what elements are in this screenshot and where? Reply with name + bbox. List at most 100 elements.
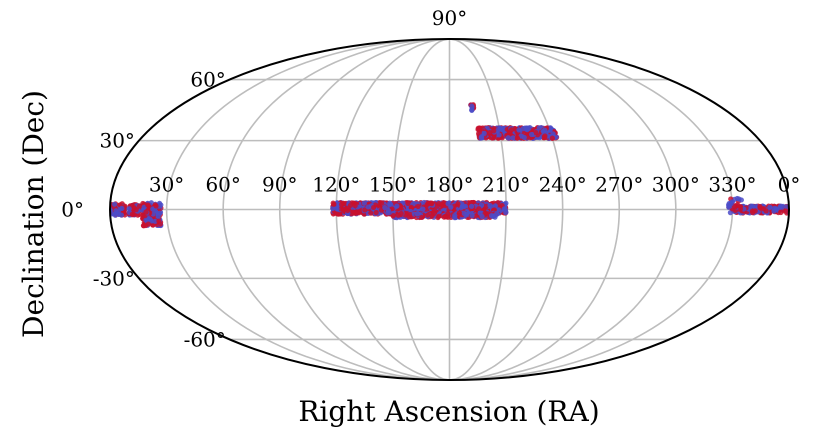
data-point bbox=[448, 204, 454, 210]
y-tick-label: -60° bbox=[184, 327, 226, 351]
data-point bbox=[497, 125, 503, 132]
data-point bbox=[390, 212, 397, 219]
data-point bbox=[394, 203, 400, 209]
data-point bbox=[350, 209, 356, 215]
data-point bbox=[414, 211, 420, 217]
data-point bbox=[352, 203, 358, 209]
data-point bbox=[140, 222, 147, 229]
data-point bbox=[119, 205, 125, 211]
data-point bbox=[503, 200, 509, 206]
x-tick-label: 120° bbox=[312, 173, 360, 197]
data-point bbox=[529, 131, 535, 138]
data-point bbox=[156, 218, 162, 224]
data-point bbox=[145, 202, 151, 208]
x-tick-label: 180° bbox=[425, 173, 473, 197]
data-point bbox=[459, 203, 465, 209]
data-point bbox=[487, 129, 493, 136]
data-point bbox=[526, 125, 532, 132]
y-tick-label: -30° bbox=[93, 266, 135, 290]
data-point bbox=[345, 207, 351, 213]
data-point bbox=[361, 200, 367, 206]
data-point bbox=[461, 210, 467, 217]
data-point bbox=[147, 216, 153, 222]
data-point bbox=[330, 200, 336, 206]
data-point bbox=[362, 207, 368, 213]
data-point bbox=[385, 208, 392, 214]
y-tick-label: 90° bbox=[432, 6, 467, 30]
data-point bbox=[153, 203, 159, 209]
data-point bbox=[469, 103, 475, 109]
data-point bbox=[748, 203, 754, 209]
data-point bbox=[395, 212, 401, 218]
x-tick-labels: 30° 60° 90° 120° 150° 180° 210° 240° 270° 300° 330… bbox=[149, 173, 801, 197]
data-point bbox=[503, 209, 509, 216]
data-point bbox=[516, 127, 522, 133]
data-point bbox=[445, 214, 451, 220]
data-point bbox=[379, 200, 385, 206]
data-point bbox=[425, 212, 431, 218]
data-point bbox=[420, 206, 426, 212]
data-point bbox=[767, 204, 773, 210]
data-point bbox=[140, 212, 146, 218]
data-point bbox=[155, 213, 161, 220]
x-tick-label: 30° bbox=[149, 173, 184, 197]
y-tick-label: 0° bbox=[61, 198, 84, 222]
x-tick-label: 0° bbox=[778, 173, 801, 197]
data-point bbox=[429, 201, 435, 207]
data-point bbox=[469, 203, 475, 209]
data-point bbox=[398, 204, 404, 210]
data-point bbox=[777, 204, 783, 210]
data-point bbox=[505, 135, 511, 141]
data-point bbox=[129, 211, 135, 217]
data-point bbox=[145, 221, 151, 227]
x-tick-label: 240° bbox=[539, 173, 587, 197]
data-point bbox=[452, 215, 458, 221]
data-point bbox=[436, 213, 442, 219]
data-point bbox=[496, 132, 502, 138]
data-point bbox=[131, 205, 137, 211]
data-point bbox=[488, 213, 495, 219]
data-point bbox=[330, 205, 336, 211]
data-point bbox=[382, 205, 388, 211]
data-point bbox=[542, 127, 548, 133]
data-point bbox=[508, 127, 515, 133]
data-point bbox=[514, 135, 521, 141]
y-tick-label: 60° bbox=[190, 68, 225, 92]
data-point bbox=[334, 210, 340, 216]
x-tick-label: 60° bbox=[205, 173, 240, 197]
data-points bbox=[110, 102, 789, 229]
data-point bbox=[536, 125, 542, 131]
data-point bbox=[469, 212, 475, 218]
x-tick-label: 330° bbox=[708, 173, 756, 197]
data-point bbox=[408, 204, 414, 210]
data-point bbox=[750, 210, 756, 216]
y-tick-label: 30° bbox=[99, 129, 134, 153]
data-point bbox=[373, 209, 379, 216]
y-axis-label: Declination (Dec) bbox=[17, 90, 50, 338]
data-point bbox=[118, 212, 125, 218]
data-point bbox=[429, 212, 435, 219]
data-point bbox=[439, 202, 445, 208]
x-tick-label: 270° bbox=[595, 173, 643, 197]
data-point bbox=[112, 201, 118, 207]
data-point bbox=[371, 204, 377, 211]
data-point bbox=[736, 196, 742, 202]
data-point bbox=[338, 201, 345, 208]
data-point bbox=[445, 201, 451, 207]
data-point bbox=[152, 218, 158, 224]
x-tick-label: 150° bbox=[369, 173, 417, 197]
data-point bbox=[368, 210, 374, 216]
data-point bbox=[419, 214, 425, 221]
data-point bbox=[405, 200, 411, 206]
x-axis-label: Right Ascension (RA) bbox=[298, 395, 599, 428]
x-tick-label: 300° bbox=[652, 173, 700, 197]
x-tick-label: 90° bbox=[262, 173, 297, 197]
data-point bbox=[479, 213, 485, 220]
data-point bbox=[415, 203, 421, 210]
data-point bbox=[725, 202, 732, 208]
data-point bbox=[441, 214, 447, 220]
data-point bbox=[126, 206, 132, 212]
data-point bbox=[478, 134, 485, 140]
data-point bbox=[387, 201, 394, 207]
